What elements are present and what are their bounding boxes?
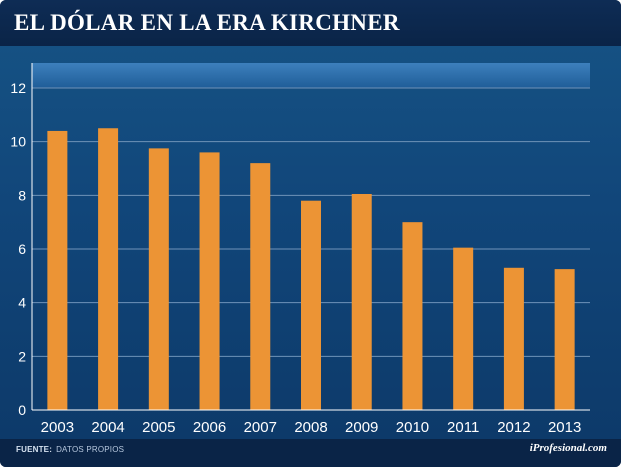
footer-bar — [0, 439, 621, 467]
x-tick-label: 2013 — [548, 419, 581, 436]
y-tick-label: 4 — [18, 295, 26, 311]
chart-title: EL DÓLAR EN LA ERA KIRCHNER — [14, 10, 400, 35]
y-tick-label: 6 — [18, 241, 26, 257]
x-tick-label: 2004 — [91, 419, 124, 436]
bar-2008 — [301, 200, 321, 410]
brand-logo: iProfesional.com — [529, 442, 607, 454]
y-tick-label: 12 — [10, 80, 26, 96]
x-tick-label: 2003 — [41, 419, 74, 436]
source-value: DATOS PROPIOS — [56, 445, 125, 454]
x-tick-label: 2010 — [396, 419, 429, 436]
bar-2010 — [402, 222, 423, 410]
x-tick-label: 2011 — [447, 419, 479, 436]
bar-2012 — [503, 267, 524, 410]
bar-2003 — [47, 130, 68, 410]
bar-2006 — [199, 152, 220, 410]
bar-2009 — [351, 193, 372, 410]
x-tick-label: 2007 — [244, 419, 277, 436]
source-note: FUENTE: DATOS PROPIOS — [16, 445, 124, 454]
x-tick-label: 2009 — [345, 419, 378, 436]
bar-2011 — [453, 247, 474, 410]
y-tick-label: 0 — [18, 402, 26, 418]
bar-2004 — [98, 128, 119, 410]
x-tick-label: 2008 — [294, 419, 327, 436]
title-bar: EL DÓLAR EN LA ERA KIRCHNER — [0, 0, 621, 46]
x-tick-label: 2012 — [497, 419, 530, 436]
x-tick-label: 2006 — [193, 419, 226, 436]
source-label: FUENTE: — [16, 445, 53, 454]
bar-2007 — [250, 163, 271, 410]
y-tick-label: 2 — [18, 348, 26, 364]
x-tick-label: 2005 — [142, 419, 175, 436]
y-tick-label: 8 — [18, 187, 26, 203]
header-band — [32, 63, 590, 88]
y-tick-label: 10 — [10, 134, 26, 150]
bar-2013 — [554, 269, 575, 410]
bar-2005 — [148, 148, 169, 410]
